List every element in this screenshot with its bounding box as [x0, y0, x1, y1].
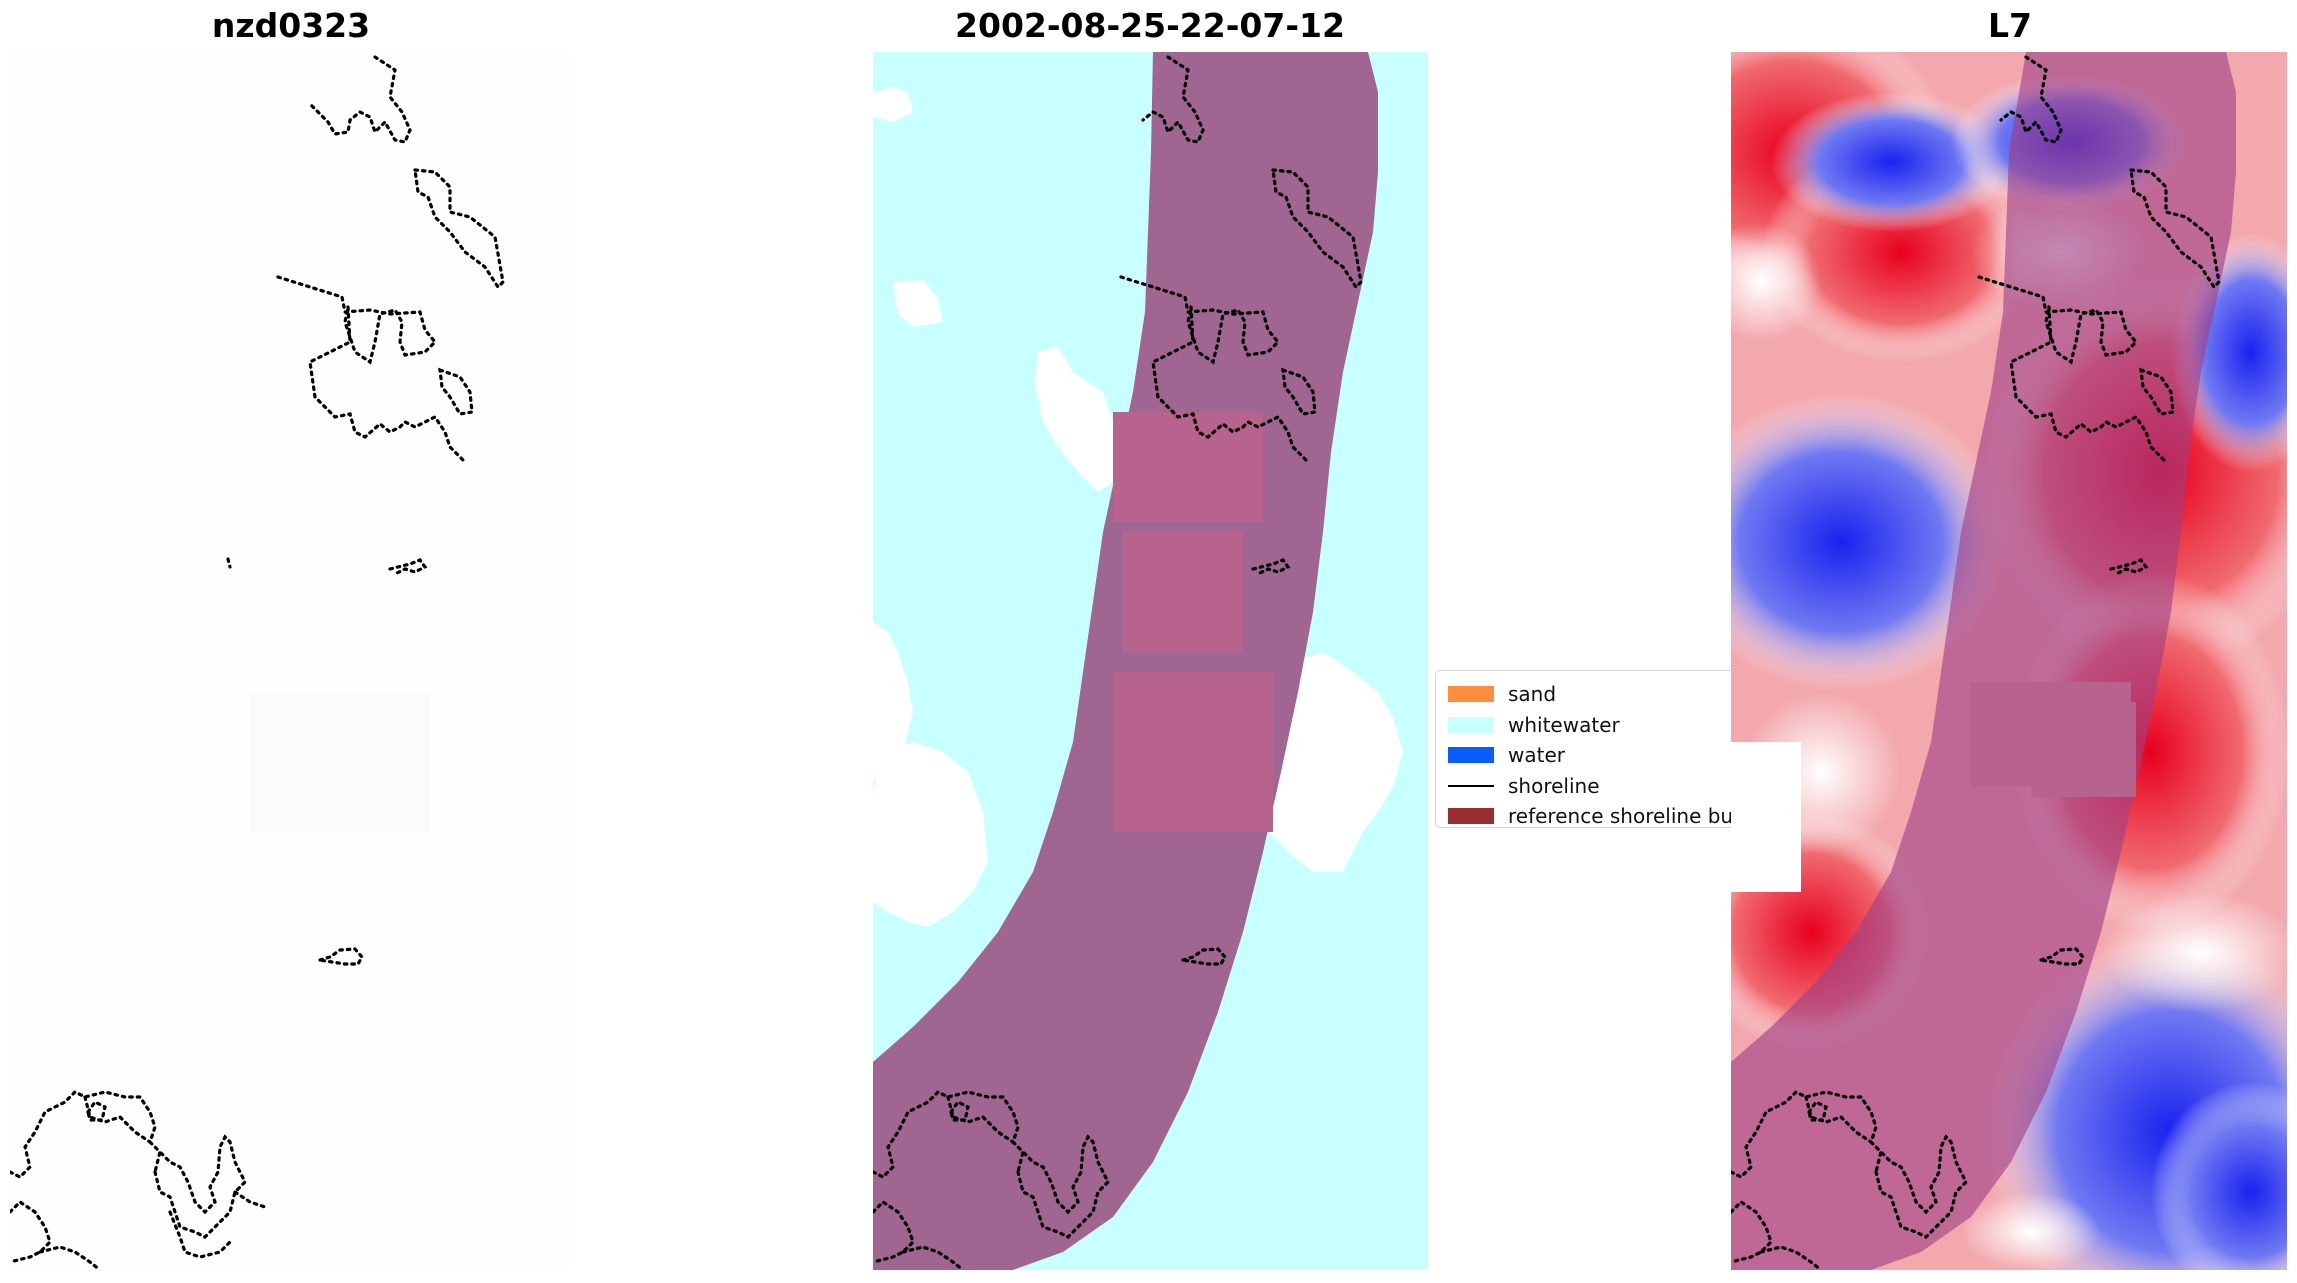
index-nodata-patch [1731, 742, 1801, 892]
rgb-faint-patch [250, 692, 430, 832]
legend-item-whitewater: whitewater [1448, 710, 1779, 741]
legend-label: water [1508, 743, 1565, 768]
legend-label: shoreline [1508, 773, 1600, 798]
panel-title-nzd0323: nzd0323 [211, 6, 371, 45]
legend-label: reference shoreline buffer [1508, 804, 1768, 829]
unclassified-cloud-patches [873, 52, 1403, 927]
classified-image-panel [873, 52, 1428, 1270]
rgb-image-background [10, 52, 570, 1270]
buffer-patch [1123, 532, 1243, 652]
legend-label: whitewater [1508, 712, 1620, 737]
legend-swatch-whitewater [1448, 716, 1494, 733]
index-image-panel [1731, 52, 2287, 1270]
buffer-patch [1113, 412, 1263, 522]
legend: sand whitewater water shoreline referenc… [1435, 670, 1780, 828]
reference-shoreline-buffer [873, 52, 1378, 1270]
legend-item-sand: sand [1448, 679, 1779, 710]
legend-item-reference-buffer: reference shoreline buffer [1448, 801, 1779, 832]
legend-swatch-reference-buffer [1448, 808, 1494, 825]
shoreline-overlay [1731, 55, 2221, 1270]
panel-title-date: 2002-08-25-22-07-12 [955, 6, 1345, 45]
legend-item-water: water [1448, 740, 1779, 771]
legend-swatch-sand [1448, 686, 1494, 703]
legend-line-shoreline [1448, 778, 1494, 794]
reference-shoreline-buffer [1731, 52, 2236, 1270]
legend-label: sand [1508, 682, 1557, 707]
legend-swatch-water [1448, 747, 1494, 764]
buffer-patch [1113, 672, 1273, 832]
buffer-light-patch [1971, 682, 2136, 797]
panel-title-satellite: L7 [1988, 6, 2032, 45]
shoreline-overlay [873, 55, 1363, 1270]
legend-item-shoreline: shoreline [1448, 771, 1779, 802]
rgb-image-panel [10, 52, 570, 1270]
shoreline-overlay [10, 55, 505, 1270]
